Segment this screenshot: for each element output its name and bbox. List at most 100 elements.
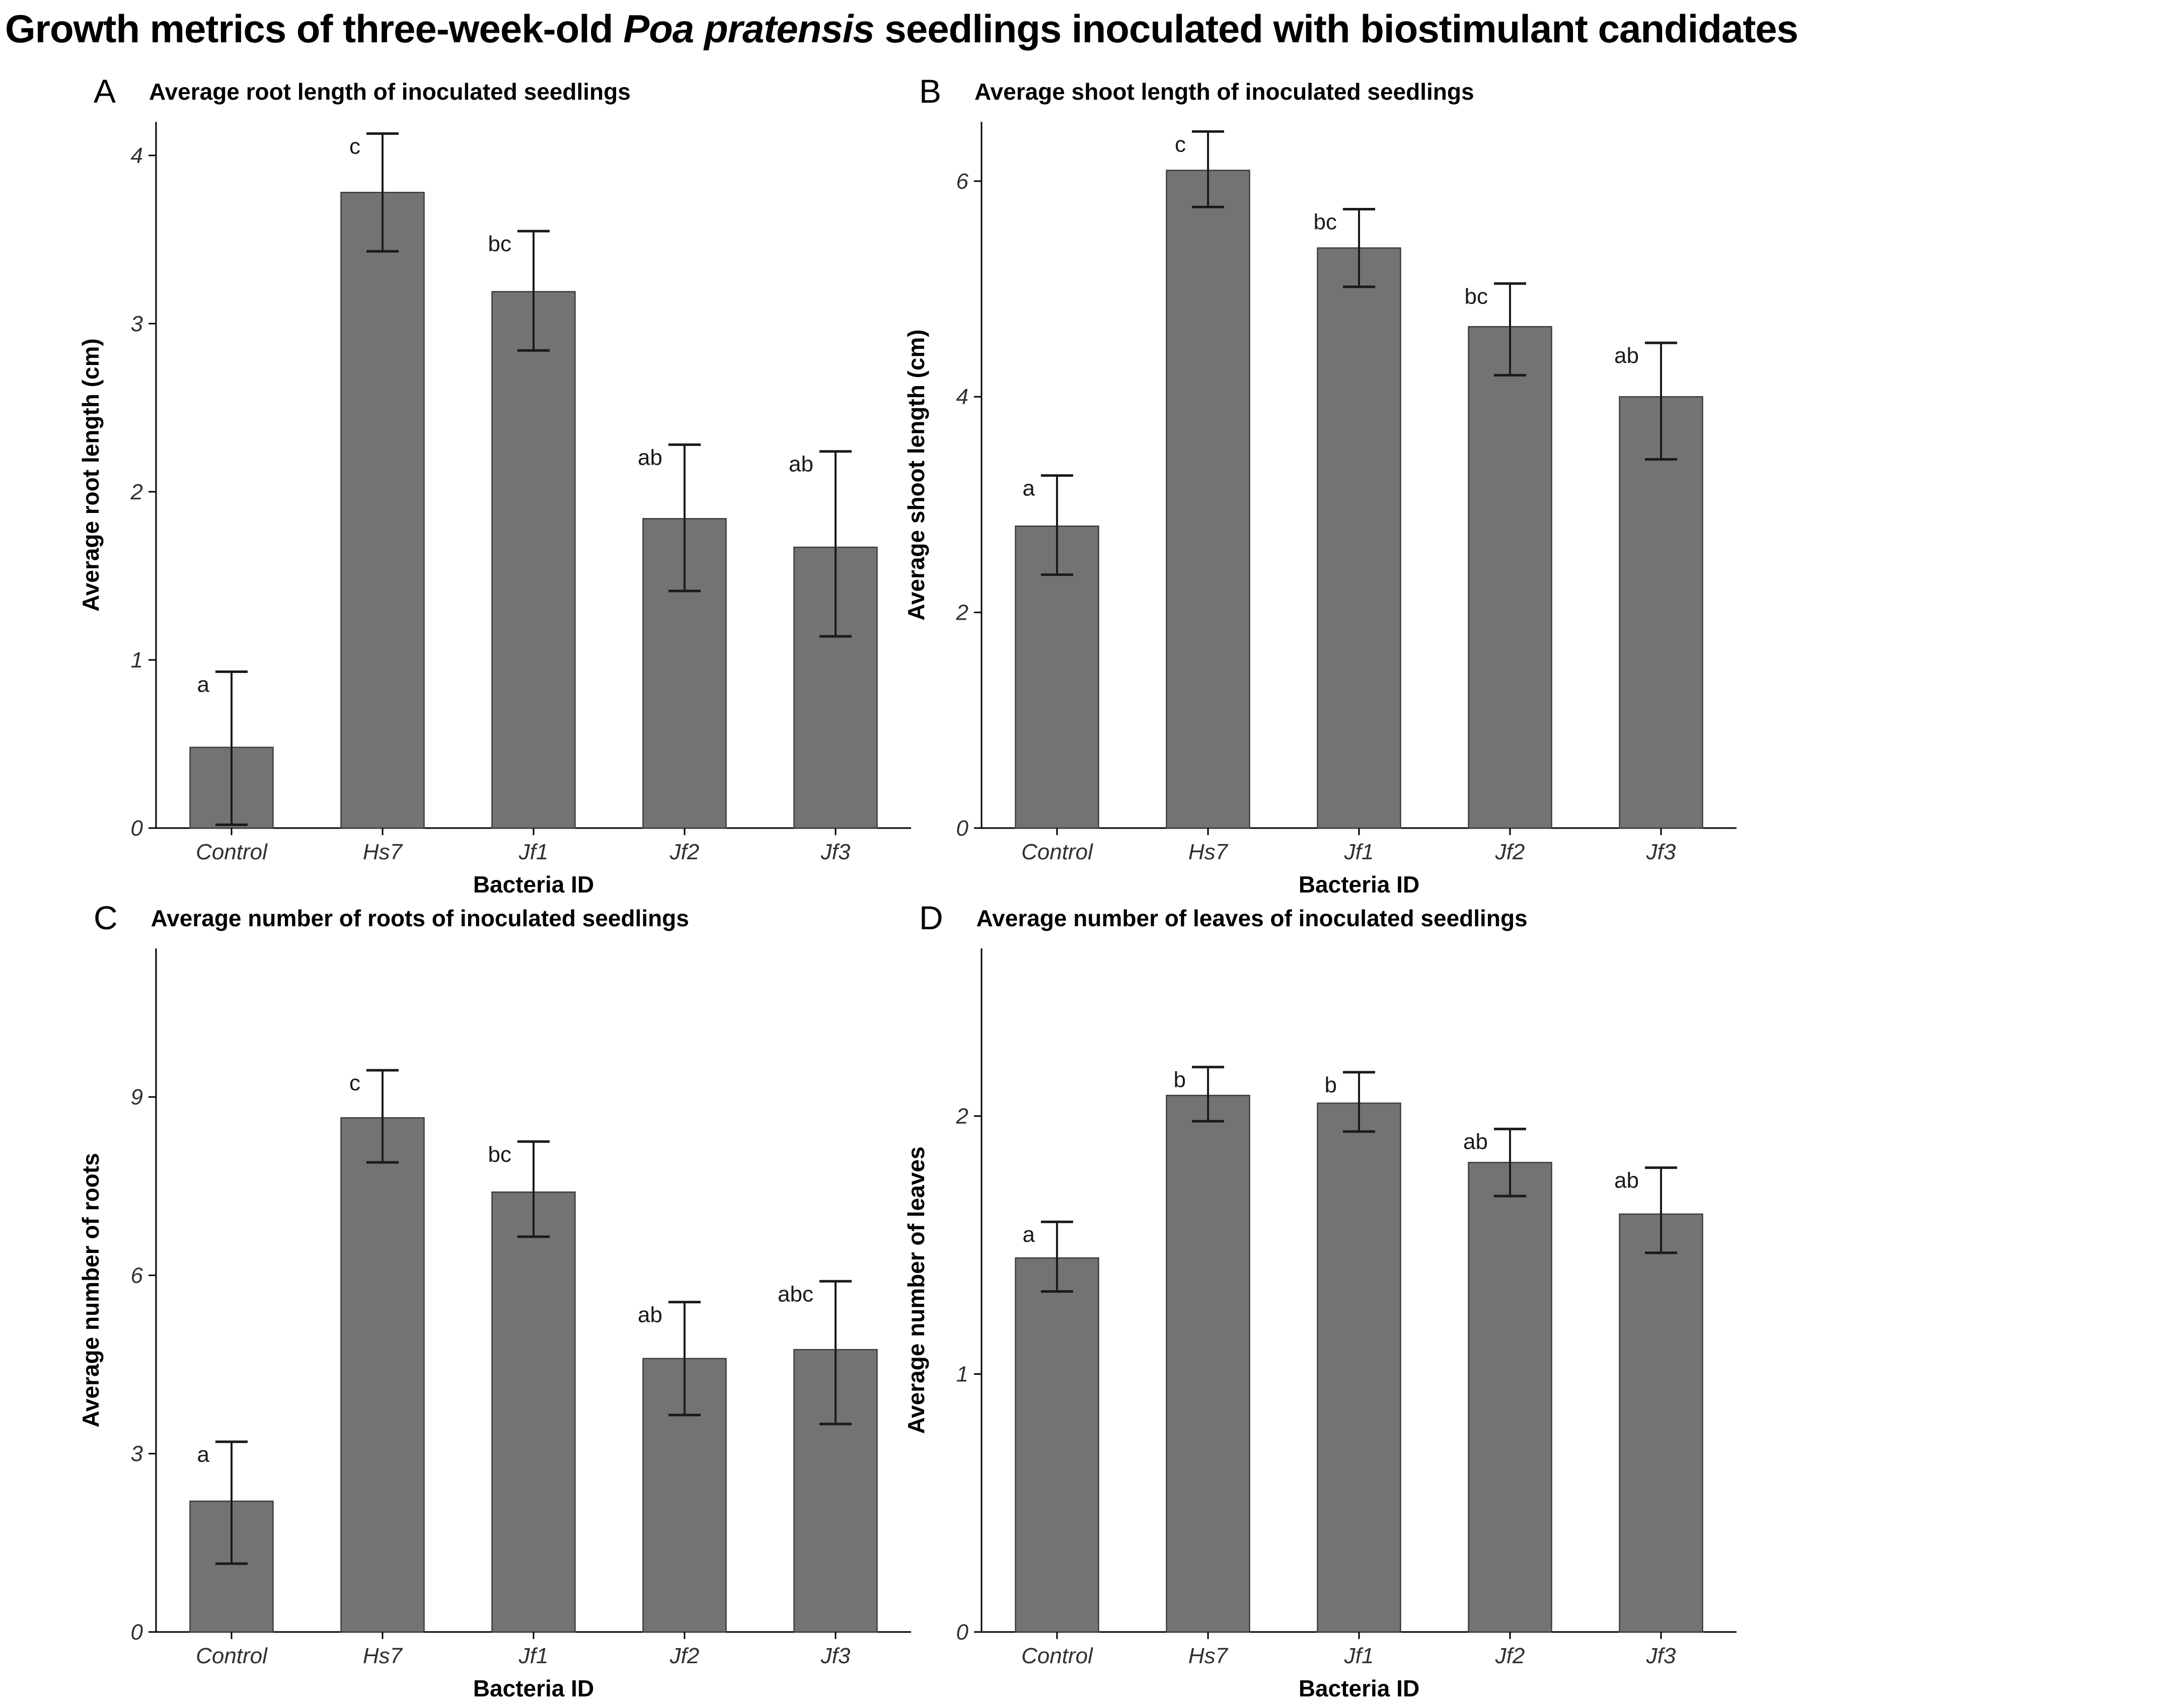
- y-tick-label: 0: [131, 816, 143, 841]
- x-axis-title: Bacteria ID: [473, 871, 594, 898]
- y-tick-label: 6: [131, 1263, 143, 1288]
- x-tick-label-Jf2: Jf2: [669, 1644, 700, 1668]
- y-tick-label: 0: [956, 816, 969, 841]
- bar-Hs7: [1166, 170, 1250, 829]
- bar-Hs7: [340, 192, 425, 829]
- y-tick-label: 1: [956, 1362, 968, 1387]
- sig-letter-Jf1: bc: [488, 1142, 511, 1167]
- x-tick-label-Hs7: Hs7: [1188, 1644, 1229, 1668]
- sig-letter-Control: a: [197, 1442, 210, 1467]
- panel-a-plot: 0 1 2 3 4 Average root length (cm) a Control c Hs…: [78, 122, 911, 898]
- x-tick-label-Jf3: Jf3: [820, 1644, 851, 1668]
- sig-letter-Jf2: ab: [638, 1303, 662, 1327]
- bar-Hs7: [340, 1117, 425, 1633]
- x-axis-title: Bacteria ID: [1299, 1675, 1419, 1701]
- sig-letter-Jf2: ab: [638, 445, 662, 470]
- y-tick-label: 2: [956, 1104, 968, 1129]
- x-tick-label-Jf2: Jf2: [669, 840, 700, 864]
- y-tick-label: 2: [956, 601, 968, 625]
- bar-Jf1: [1317, 1102, 1401, 1633]
- sig-letter-Jf3: ab: [789, 452, 813, 477]
- panel-d-letter: D: [919, 899, 943, 936]
- panel-c-letter: C: [94, 899, 118, 936]
- sig-letter-Jf2: bc: [1465, 284, 1488, 309]
- sig-letter-Jf1: bc: [1314, 210, 1337, 235]
- x-tick-label-Jf2: Jf2: [1495, 840, 1525, 864]
- y-tick-label: 4: [131, 143, 143, 168]
- y-tick-label: 0: [956, 1620, 969, 1645]
- y-tick-label: 3: [131, 312, 143, 336]
- bar-Control: [1015, 1257, 1099, 1633]
- x-tick-label-Jf3: Jf3: [1646, 1644, 1676, 1668]
- panel-a-header: A Average root length of inoculated seed…: [76, 75, 931, 118]
- x-tick-label-Jf1: Jf1: [1344, 840, 1374, 864]
- x-tick-label-Hs7: Hs7: [363, 840, 403, 864]
- x-tick-label-Jf3: Jf3: [1646, 840, 1676, 864]
- x-axis-title: Bacteria ID: [473, 1675, 594, 1701]
- panel-d-header: D Average number of leaves of inoculated…: [901, 901, 1757, 944]
- sig-letter-Control: a: [1023, 1222, 1035, 1247]
- panel-number-of-roots: C Average number of roots of inoculated …: [76, 901, 931, 1706]
- figure-title-species: Poa pratensis: [623, 7, 875, 51]
- y-tick-label: 1: [131, 648, 143, 673]
- y-axis-title: Average number of roots: [78, 1153, 104, 1427]
- panel-a-title: Average root length of inoculated seedli…: [149, 79, 631, 105]
- x-tick-label-Jf1: Jf1: [1344, 1644, 1374, 1668]
- panel-b-title: Average shoot length of inoculated seedl…: [974, 79, 1474, 105]
- y-tick-label: 6: [956, 169, 969, 194]
- sig-letter-Jf2: ab: [1463, 1130, 1488, 1154]
- y-tick-label: 0: [131, 1620, 143, 1645]
- panel-b-plot: 0 2 4 6 Average shoot length (cm) a Control c Hs…: [903, 122, 1737, 898]
- sig-letter-Jf1: bc: [488, 232, 511, 256]
- x-tick-label-Control: Control: [196, 840, 268, 864]
- x-tick-label-Hs7: Hs7: [1188, 840, 1229, 864]
- y-axis-title: Average shoot length (cm): [903, 329, 929, 620]
- panel-b-header: B Average shoot length of inoculated see…: [901, 75, 1757, 118]
- panel-a-letter: A: [94, 72, 116, 110]
- bar-Jf3: [1619, 1213, 1703, 1633]
- sig-letter-Jf3: abc: [778, 1282, 813, 1306]
- panel-b-letter: B: [919, 72, 942, 110]
- bar-Jf2: [1468, 326, 1552, 829]
- figure-title-suffix: seedlings inoculated with biostimulant c…: [874, 7, 1798, 51]
- x-tick-label-Jf2: Jf2: [1495, 1644, 1525, 1668]
- bar-Jf1: [1317, 247, 1401, 829]
- y-tick-label: 4: [956, 385, 968, 409]
- sig-letter-Jf3: ab: [1614, 343, 1639, 368]
- sig-letter-Jf3: ab: [1614, 1168, 1639, 1193]
- x-tick-label-Jf1: Jf1: [518, 1644, 549, 1668]
- bar-Jf3: [1619, 396, 1703, 829]
- bar-Jf1: [491, 1191, 576, 1633]
- bar-Jf1: [491, 291, 576, 829]
- sig-letter-Jf1: b: [1325, 1073, 1337, 1097]
- figure-title-prefix: Growth metrics of three-week-old: [5, 7, 624, 51]
- bar-Control: [1015, 525, 1099, 829]
- figure-title: Growth metrics of three-week-old Poa pra…: [5, 6, 2179, 52]
- panel-c-plot: 0 3 6 9 Average number of roots a Control c Hs7 b…: [78, 948, 911, 1701]
- panel-c-header: C Average number of roots of inoculated …: [76, 901, 931, 944]
- bar-Hs7: [1166, 1094, 1250, 1633]
- panel-d-plot: 0 1 2 Average number of leaves a Control b Hs7 b…: [903, 948, 1737, 1701]
- sig-letter-Hs7: b: [1174, 1068, 1186, 1092]
- y-tick-label: 3: [131, 1442, 143, 1466]
- x-axis-title: Bacteria ID: [1299, 871, 1419, 898]
- panel-c-title: Average number of roots of inoculated se…: [150, 905, 689, 931]
- x-tick-label-Hs7: Hs7: [363, 1644, 403, 1668]
- sig-letter-Hs7: c: [349, 1071, 360, 1095]
- x-tick-label-Jf3: Jf3: [820, 840, 851, 864]
- sig-letter-Hs7: c: [1175, 132, 1186, 157]
- panel-number-of-leaves: D Average number of leaves of inoculated…: [901, 901, 1757, 1706]
- x-tick-label-Control: Control: [1021, 1644, 1093, 1668]
- sig-letter-Control: a: [197, 672, 210, 697]
- y-axis-title: Average root length (cm): [78, 338, 104, 612]
- x-tick-label-Jf1: Jf1: [518, 840, 549, 864]
- sig-letter-Control: a: [1023, 476, 1035, 501]
- y-tick-label: 9: [131, 1085, 143, 1109]
- x-tick-label-Control: Control: [196, 1644, 268, 1668]
- y-axis-title: Average number of leaves: [903, 1147, 929, 1434]
- panel-d-title: Average number of leaves of inoculated s…: [976, 905, 1528, 931]
- x-tick-label-Control: Control: [1021, 840, 1093, 864]
- panel-root-length: A Average root length of inoculated seed…: [76, 75, 931, 903]
- y-tick-label: 2: [130, 480, 143, 504]
